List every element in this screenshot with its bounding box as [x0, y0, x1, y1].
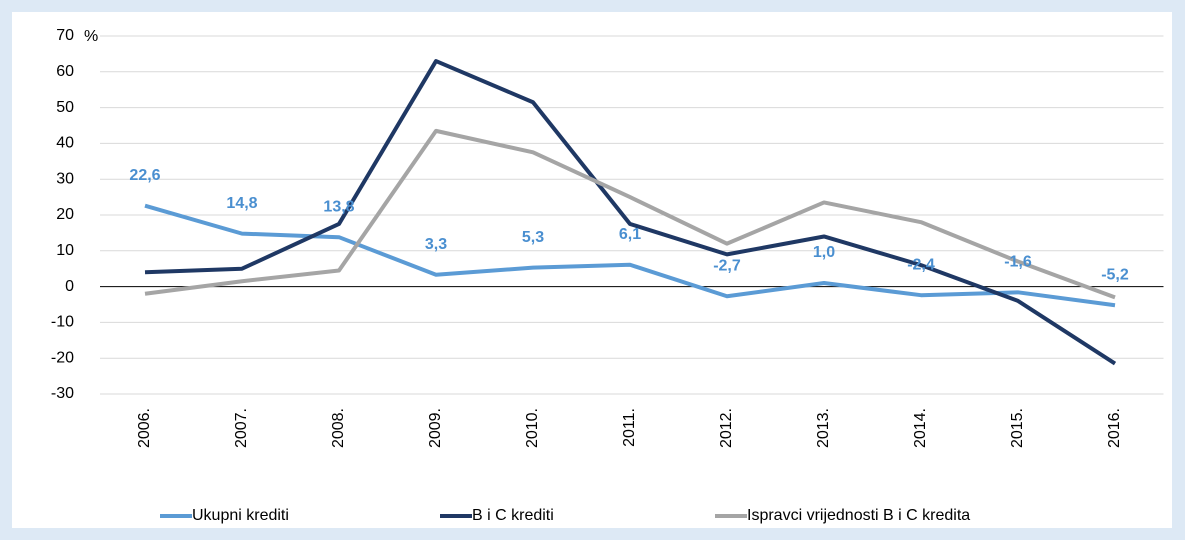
- y-tick-label: 20: [56, 206, 74, 223]
- y-tick-label: 60: [56, 63, 74, 80]
- data-label: 6,1: [619, 226, 641, 243]
- data-label: -2,7: [713, 257, 741, 274]
- data-label: 3,3: [425, 236, 447, 253]
- data-label: -1,6: [1004, 254, 1032, 271]
- data-label: 5,3: [522, 229, 544, 246]
- data-label: 1,0: [813, 244, 835, 261]
- x-tick-label: 2009.: [427, 408, 444, 448]
- data-label: -5,2: [1101, 266, 1129, 283]
- data-label: -2,4: [907, 256, 935, 273]
- data-label: 13,8: [323, 198, 354, 215]
- y-tick-label: -30: [51, 385, 74, 402]
- y-tick-label: 30: [56, 170, 74, 187]
- x-tick-label: 2010.: [524, 408, 541, 448]
- x-tick-label: 2015.: [1009, 408, 1026, 448]
- legend-label: Ispravci vrijednosti B i C kredita: [747, 507, 970, 524]
- y-tick-label: -10: [51, 314, 74, 331]
- legend-label: Ukupni krediti: [192, 507, 289, 524]
- x-tick-label: 2011.: [621, 408, 638, 447]
- y-unit: %: [84, 28, 98, 45]
- series-line: [144, 59, 1117, 366]
- x-tick-label: 2016.: [1106, 408, 1123, 448]
- y-tick-label: -20: [51, 349, 74, 366]
- x-tick-label: 2008.: [330, 408, 347, 448]
- series-line: [144, 203, 1116, 308]
- y-tick-label: 40: [56, 135, 74, 152]
- data-label: 22,6: [129, 167, 160, 184]
- y-tick-label: 10: [56, 242, 74, 259]
- y-tick-label: 0: [65, 278, 74, 295]
- x-tick-label: 2006.: [136, 408, 153, 448]
- y-tick-label: 50: [56, 99, 74, 116]
- x-tick-label: 2012.: [718, 408, 735, 448]
- y-tick-label: 70: [56, 27, 74, 44]
- x-tick-label: 2013.: [815, 408, 832, 448]
- data-label: 14,8: [226, 195, 257, 212]
- x-tick-label: 2014.: [912, 408, 929, 448]
- legend-label: B i C krediti: [472, 507, 554, 524]
- series-line: [144, 128, 1116, 300]
- x-tick-label: 2007.: [233, 408, 250, 448]
